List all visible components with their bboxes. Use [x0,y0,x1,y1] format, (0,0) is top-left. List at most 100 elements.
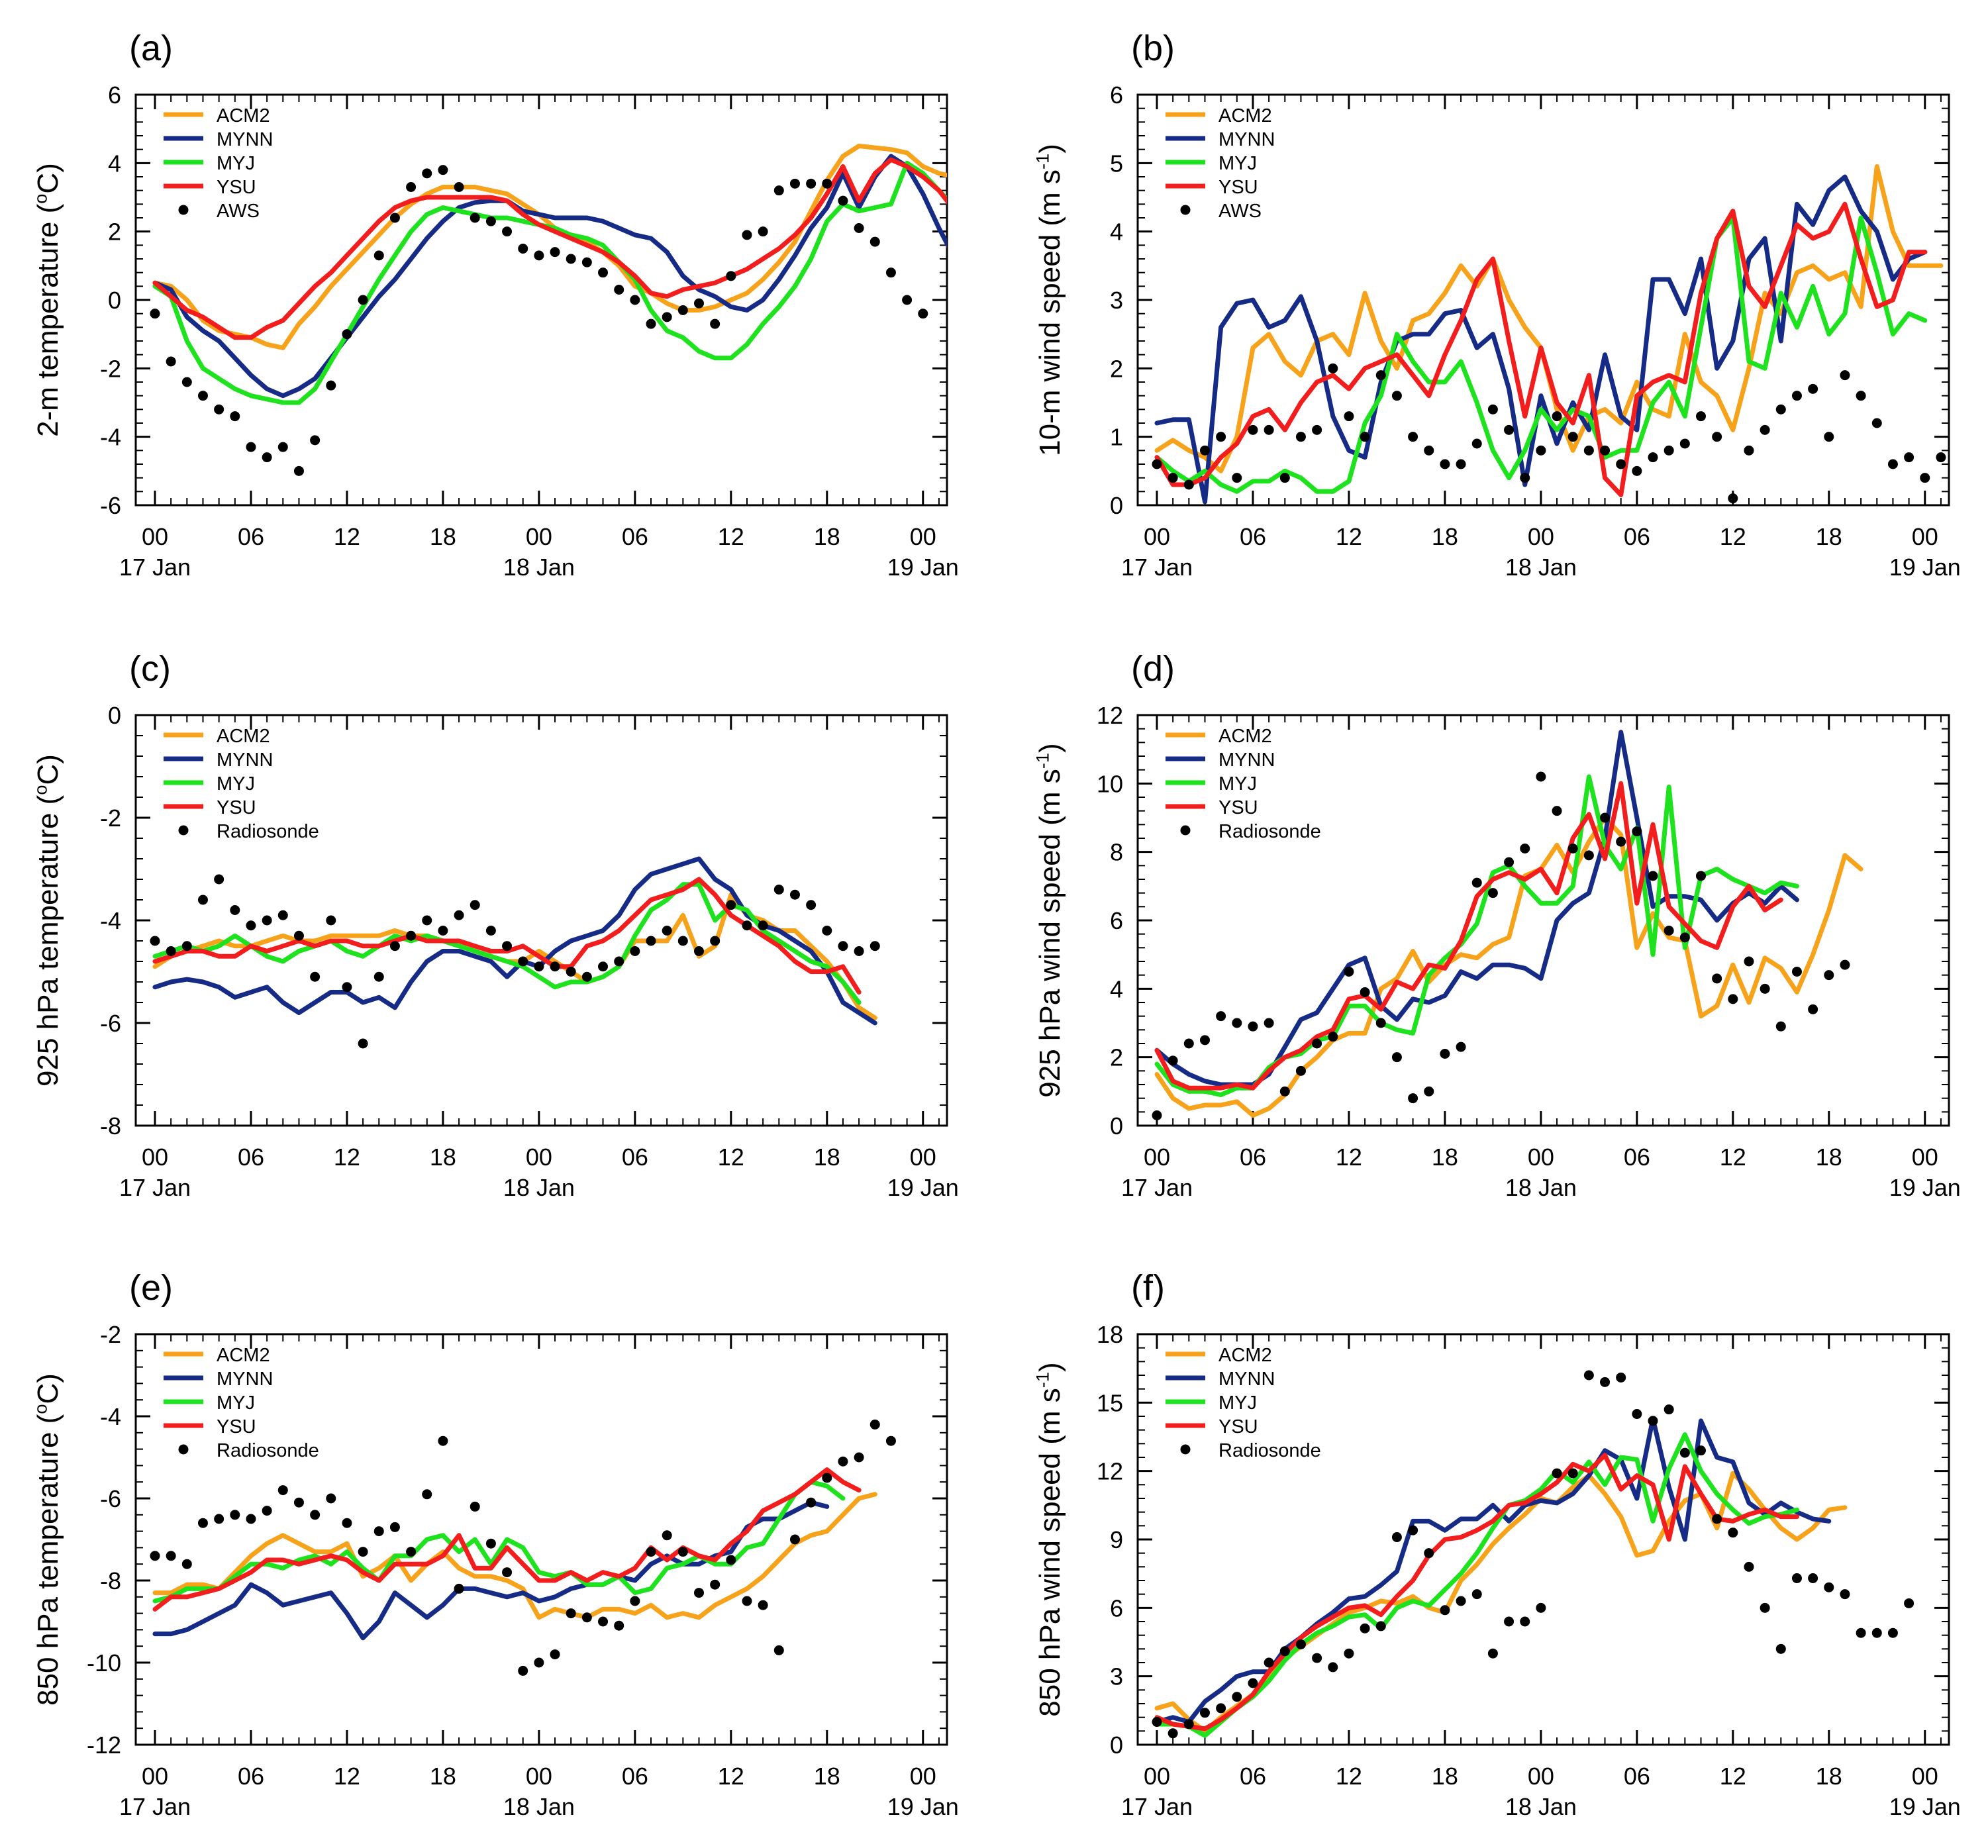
obs-point [773,1645,784,1655]
obs-point [358,295,368,305]
x-tick-label: 12 [1720,523,1746,550]
x-tick-label: 06 [238,523,264,550]
x-tick-label: 12 [1720,1143,1746,1171]
obs-point [1183,1719,1194,1729]
panel-label: (c) [129,649,171,689]
y-tick-label: -2 [100,804,121,832]
series-ysu-line [1154,781,1783,1091]
obs-point [1600,812,1611,823]
obs-point [246,1514,256,1524]
x-tick-label: 12 [718,1763,744,1790]
obs-point [822,926,832,936]
obs-point [693,946,704,956]
legend-label: MYJ [217,153,255,174]
obs-point [1775,1021,1786,1032]
obs-point [550,247,560,258]
y-axis-label: 10-m wind speed (m s-1) [1032,144,1066,456]
obs-point [630,946,640,956]
obs-point [1648,452,1658,463]
obs-point [1632,465,1642,476]
obs-point [870,236,880,247]
y-tick-label: 2 [108,219,121,246]
series-radiosonde [1152,771,1850,1120]
obs-point [854,1452,864,1463]
obs-point [1216,1703,1226,1714]
y-tick-label: 0 [1110,492,1123,519]
obs-point [373,971,384,982]
obs-point [1232,473,1242,483]
x-tick-label: 00 [1912,1143,1938,1171]
x-tick-label: 06 [1240,523,1266,550]
obs-point [454,910,464,920]
obs-point [534,1657,544,1668]
obs-point [1360,432,1370,442]
obs-point [1360,1623,1370,1633]
obs-point [693,1588,704,1598]
obs-point [1456,1042,1466,1052]
obs-point [1375,1018,1386,1028]
obs-point [581,1612,592,1623]
legend-label: YSU [1218,797,1258,818]
obs-point [662,312,672,322]
obs-point [166,946,176,956]
series-acm2-line [1154,815,1864,1118]
obs-point [1567,432,1578,442]
panel-a: (a) 6 4 2 0 -2 -4 -6 00 06 12 18 00 06 12 18 00 17 Jan 18 … [30,28,959,581]
obs-point [662,926,672,936]
x-tick-label: 00 [142,523,168,550]
y-tick-label: 0 [108,287,121,314]
obs-point [150,936,160,946]
legend-label: Radiosonde [1218,821,1321,842]
series-ysu-line [1154,201,1928,497]
x-tick-label: 00 [142,1763,168,1790]
obs-point [1424,445,1434,456]
obs-point [1328,1032,1338,1042]
obs-point [1456,459,1466,469]
obs-point [166,1551,176,1561]
series-mynn-line [1154,1416,1832,1725]
y-tick-label: -12 [87,1731,121,1759]
obs-point [1775,404,1786,414]
x-tick-label: 18 [1816,1763,1842,1790]
x-tick-label: 00 [1912,1763,1938,1790]
obs-point [1440,1605,1450,1616]
panel-c: (c) 0 -2 -4 -6 -8 00 06 12 18 00 06 12 18 00 17 Jan 18 J… [30,649,959,1201]
plot-area [1152,1370,1914,1739]
obs-point [1152,1110,1162,1120]
obs-point [1536,771,1546,782]
obs-point [1600,1377,1611,1387]
x-tick-label: 00 [526,1763,552,1790]
y-tick-label: -10 [87,1649,121,1677]
obs-point [742,1596,752,1606]
obs-point [373,1526,384,1537]
obs-point [1616,459,1626,469]
obs-point [614,956,624,967]
obs-point [1168,1728,1178,1739]
obs-point [502,941,513,951]
obs-point [742,230,752,240]
obs-point [1808,1004,1818,1014]
obs-point [581,971,592,982]
obs-point [1360,987,1370,997]
y-tick-label: -4 [100,424,121,451]
obs-point [326,1493,336,1504]
obs-point [1199,1035,1210,1046]
obs-point [422,915,432,926]
panel-label: (e) [129,1268,173,1308]
legend-label: AWS [1218,201,1262,222]
x-date-label: 18 Jan [1505,1174,1577,1201]
obs-point [1375,1621,1386,1631]
series-radiosonde [150,1419,896,1676]
legend-label: MYNN [1218,750,1275,771]
obs-point [1887,459,1898,469]
series-radiosonde [1152,1370,1914,1739]
y-tick-label: 9 [1110,1526,1123,1553]
obs-point [1295,432,1306,442]
y-tick-label: 0 [108,702,121,729]
obs-point [1632,1409,1642,1420]
obs-point [1744,1561,1754,1572]
obs-point [197,391,208,401]
